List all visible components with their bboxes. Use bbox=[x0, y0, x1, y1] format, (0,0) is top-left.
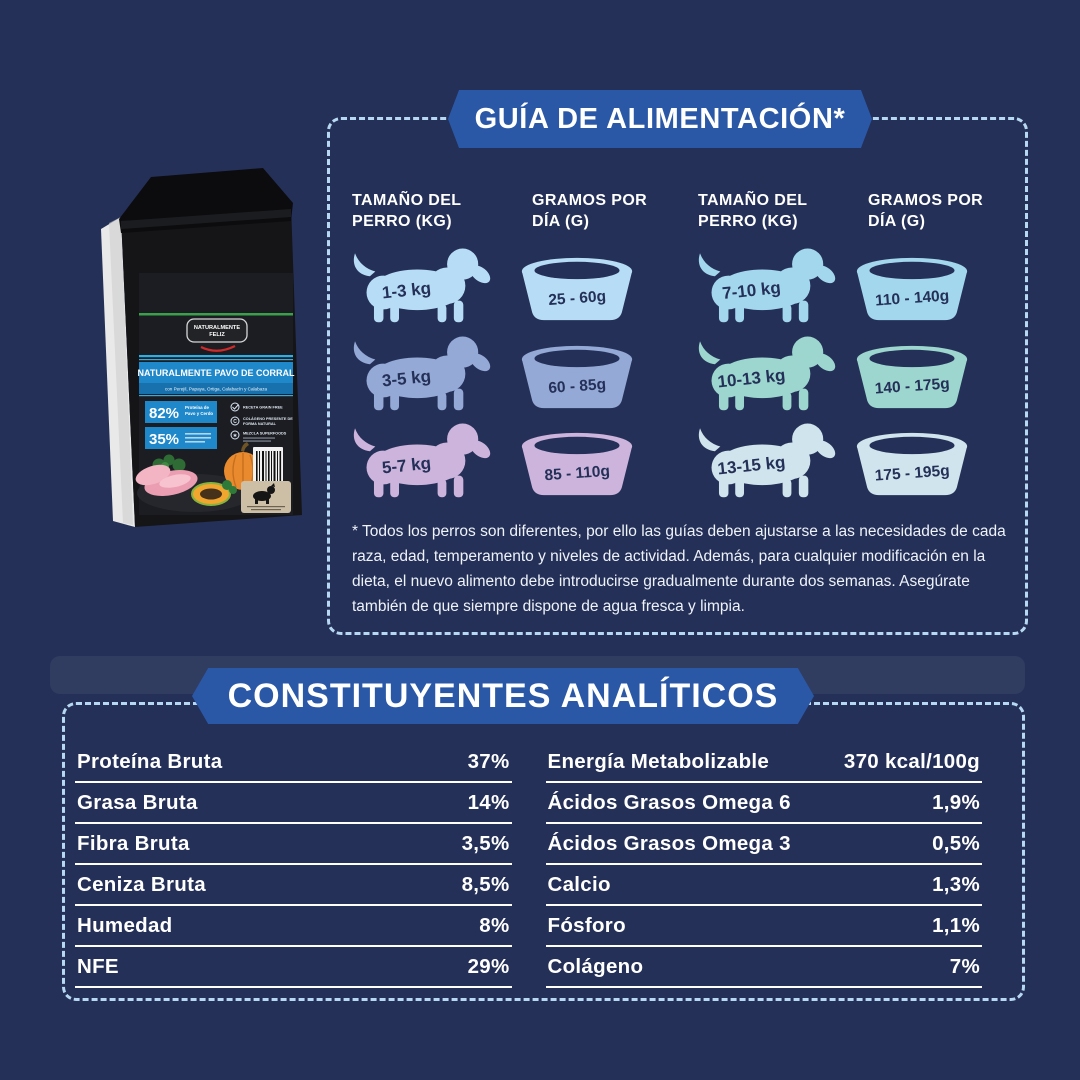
bowl-85-110g: 85 - 110g bbox=[514, 424, 640, 500]
table-row: Fósforo 1,1% bbox=[545, 906, 982, 947]
stat1-value: 82% bbox=[149, 405, 179, 422]
svg-text:C: C bbox=[233, 419, 237, 425]
row-label: Ácidos Grasos Omega 3 bbox=[547, 832, 791, 855]
row-label: Calcio bbox=[547, 873, 611, 896]
stat1-label2: Pavo y Cerdo bbox=[185, 411, 213, 416]
feeding-guide-footnote: * Todos los perros son diferentes, por e… bbox=[352, 522, 1006, 615]
row-label: NFE bbox=[77, 955, 119, 978]
row-label: Humedad bbox=[77, 914, 173, 937]
turkey-meat bbox=[135, 464, 198, 497]
table-row: Fibra Bruta 3,5% bbox=[75, 824, 512, 865]
table-row: Calcio 1,3% bbox=[545, 865, 982, 906]
bowl-60-85g: 60 - 85g bbox=[514, 337, 640, 413]
header-dog-size-left: TAMAÑO DEL PERRO (KG) bbox=[352, 192, 462, 231]
header-grams-left: GRAMOS POR DÍA (G) bbox=[532, 192, 648, 231]
row-label: Ácidos Grasos Omega 6 bbox=[547, 791, 791, 814]
svg-text:✱: ✱ bbox=[233, 433, 237, 438]
row-label: Fibra Bruta bbox=[77, 832, 190, 855]
product-title-band bbox=[139, 362, 293, 383]
table-row: Humedad 8% bbox=[75, 906, 512, 947]
row-value: 0,5% bbox=[932, 832, 980, 855]
table-row: Ácidos Grasos Omega 3 0,5% bbox=[545, 824, 982, 865]
analytics-column-right: Energía Metabolizable 370 kcal/100g Ácido… bbox=[545, 742, 982, 988]
row-label: Proteína Bruta bbox=[77, 750, 223, 773]
bowl-110-140g: 110 - 140g bbox=[849, 249, 975, 325]
dog-silhouette-5-7kg: 5-7 kg bbox=[345, 412, 495, 500]
row-value: 8,5% bbox=[461, 873, 510, 896]
row-value: 8% bbox=[479, 914, 510, 937]
analytics-banner: CONSTITUYENTES ANALÍTICOS bbox=[192, 668, 814, 724]
bowl-25-60g: 25 - 60g bbox=[514, 249, 640, 325]
stat-chip-meat: 35% bbox=[145, 427, 217, 449]
superfoods-icon bbox=[230, 430, 240, 440]
analytics-table: Proteína Bruta 37% Grasa Bruta 14% Fibra B… bbox=[62, 742, 1019, 988]
dog-silhouette-10-13kg: 10-13 kg bbox=[690, 325, 840, 413]
product-bag: NATURALMENTE FELIZ NATURALMENTE PAVO DE … bbox=[101, 168, 302, 527]
feeding-guide-banner: GUÍA DE ALIMENTACIÓN* bbox=[448, 90, 872, 148]
brand-name-line2: FELIZ bbox=[209, 332, 225, 338]
stat2-value: 35% bbox=[149, 431, 179, 448]
barcode bbox=[253, 447, 283, 491]
feature-grain-free: RECETA GRAIN FREE bbox=[243, 406, 283, 410]
dog-silhouette-7-10kg: 7-10 kg bbox=[690, 237, 840, 325]
food-photo bbox=[135, 442, 291, 513]
bowl-140-175g: 140 - 175g bbox=[849, 337, 975, 413]
brand-name-line1: NATURALMENTE bbox=[194, 325, 240, 331]
label-green-line bbox=[139, 313, 293, 316]
table-row: Ácidos Grasos Omega 6 1,9% bbox=[545, 783, 982, 824]
row-value: 1,3% bbox=[932, 873, 980, 896]
table-row: Ceniza Bruta 8,5% bbox=[75, 865, 512, 906]
row-value: 370 kcal/100g bbox=[843, 750, 980, 773]
feature-superfoods: MEZCLA SUPERFOODS bbox=[243, 432, 287, 436]
brand-badge: NATURALMENTE FELIZ bbox=[186, 318, 248, 352]
row-label: Grasa Bruta bbox=[77, 791, 198, 814]
row-value: 7% bbox=[949, 955, 980, 978]
breed-card bbox=[241, 481, 291, 513]
row-value: 1,9% bbox=[932, 791, 980, 814]
table-row: NFE 29% bbox=[75, 947, 512, 988]
bowl-175-195g: 175 - 195g bbox=[849, 424, 975, 500]
dog-silhouette-1-3kg: 1-3 kg bbox=[345, 237, 495, 325]
stat-chip-protein: 82% Proteína de Pavo y Cerdo bbox=[145, 401, 217, 423]
table-row: Proteína Bruta 37% bbox=[75, 742, 512, 783]
row-value: 14% bbox=[467, 791, 510, 814]
papaya bbox=[191, 482, 231, 506]
analytics-column-left: Proteína Bruta 37% Grasa Bruta 14% Fibra B… bbox=[75, 742, 512, 988]
check-icon bbox=[230, 402, 240, 412]
feeding-guide-title: GUÍA DE ALIMENTACIÓN* bbox=[474, 102, 846, 135]
header-grams-right: GRAMOS POR DÍA (G) bbox=[868, 192, 984, 231]
row-label: Colágeno bbox=[547, 955, 644, 978]
row-value: 29% bbox=[467, 955, 510, 978]
collagen-icon bbox=[230, 416, 240, 426]
table-row: Energía Metabolizable 370 kcal/100g bbox=[545, 742, 982, 783]
analytics-title: CONSTITUYENTES ANALÍTICOS bbox=[227, 676, 779, 715]
smile-icon bbox=[200, 345, 236, 352]
row-value: 3,5% bbox=[461, 832, 510, 855]
product-title: NATURALMENTE PAVO DE CORRAL bbox=[138, 368, 295, 378]
stat1-label1: Proteína de bbox=[185, 405, 209, 410]
row-value: 1,1% bbox=[932, 914, 980, 937]
dog-silhouette-13-15kg: 13-15 kg bbox=[690, 412, 840, 500]
header-dog-size-right: TAMAÑO DEL PERRO (KG) bbox=[698, 192, 808, 231]
feature-collagen-line1: COLÁGENO PRESENTE DE bbox=[243, 416, 293, 421]
feature-collagen-line2: FORMA NATURAL bbox=[243, 422, 277, 426]
product-subtitle: con Perejil, Papaya, Ortiga, Calabacín y… bbox=[165, 387, 268, 392]
bag-label: NATURALMENTE FELIZ NATURALMENTE PAVO DE … bbox=[135, 273, 295, 515]
table-row: Grasa Bruta 14% bbox=[75, 783, 512, 824]
row-label: Ceniza Bruta bbox=[77, 873, 206, 896]
row-label: Energía Metabolizable bbox=[547, 750, 770, 773]
row-label: Fósforo bbox=[547, 914, 626, 937]
dog-silhouette-3-5kg: 3-5 kg bbox=[345, 325, 495, 413]
table-row: Colágeno 7% bbox=[545, 947, 982, 988]
feature-bullets: RECETA GRAIN FREE C COLÁGENO PRESENTE DE… bbox=[230, 402, 293, 442]
row-value: 37% bbox=[467, 750, 510, 773]
